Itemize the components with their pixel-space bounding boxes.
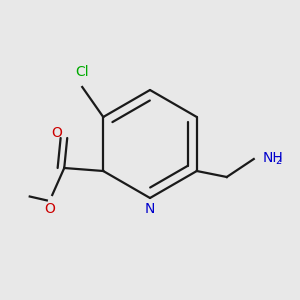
Text: NH: NH	[262, 151, 283, 164]
Text: Cl: Cl	[75, 65, 89, 80]
Text: 2: 2	[275, 155, 282, 166]
Text: N: N	[145, 202, 155, 216]
Text: O: O	[51, 126, 62, 140]
Text: O: O	[44, 202, 55, 216]
